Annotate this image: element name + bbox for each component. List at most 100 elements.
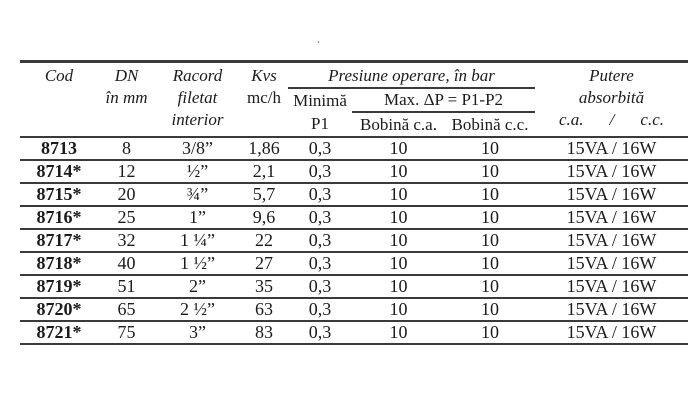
- table-row: 8717* 32 1 ¼” 22 0,3 10 10 15VA / 16W: [20, 228, 689, 252]
- header-max-dp-group: Max. ΔP = P1-P2: [352, 88, 536, 113]
- cell-racord: 1”: [155, 205, 240, 229]
- cell-bobina_ca: 10: [352, 228, 445, 252]
- table-row: 8719* 51 2” 35 0,3 10 10 15VA / 16W: [20, 274, 689, 298]
- cell-putere: 15VA / 16W: [535, 228, 689, 252]
- cell-kvs: 5,7: [240, 182, 288, 206]
- header-kvs: Kvs mc/h: [240, 62, 288, 138]
- cell-p1: 0,3: [288, 297, 352, 321]
- cell-p1: 0,3: [288, 251, 352, 275]
- table-row: 8720* 65 2 ½” 63 0,3 10 10 15VA / 16W: [20, 297, 689, 321]
- cell-dn: 20: [98, 182, 155, 206]
- table-row: 8714* 12 ½” 2,1 0,3 10 10 15VA / 16W: [20, 159, 689, 183]
- cell-dn: 65: [98, 297, 155, 321]
- cell-kvs: 9,6: [240, 205, 288, 229]
- header-minima: Minimă: [293, 90, 347, 110]
- header-putere-line1: Putere: [589, 66, 634, 85]
- cell-dn: 25: [98, 205, 155, 229]
- cell-bobina_ca: 10: [352, 182, 445, 206]
- cell-kvs: 35: [240, 274, 288, 298]
- header-kvs-name: Kvs: [251, 66, 277, 85]
- header-racord-line2: filetat: [177, 88, 218, 107]
- cell-p1: 0,3: [288, 182, 352, 206]
- cell-putere: 15VA / 16W: [535, 205, 689, 229]
- cell-cod: 8715*: [20, 182, 98, 206]
- cell-p1: 0,3: [288, 320, 352, 344]
- cell-dn: 32: [98, 228, 155, 252]
- cell-bobina_cc: 10: [445, 297, 536, 321]
- cell-dn: 75: [98, 320, 155, 344]
- cell-bobina_ca: 10: [352, 251, 445, 275]
- cell-kvs: 27: [240, 251, 288, 275]
- header-bobina-ca: Bobină c.a.: [360, 114, 437, 134]
- cell-bobina_ca: 10: [352, 274, 445, 298]
- header-racord-line3: interior: [171, 110, 224, 129]
- cell-bobina_ca: 10: [352, 136, 445, 160]
- cell-dn: 40: [98, 251, 155, 275]
- header-row-3: P1 Bobină c.a. Bobină c.c.: [20, 112, 688, 137]
- cell-cod: 8717*: [20, 228, 98, 252]
- header-presiune-group: Presiune operare, în bar: [288, 61, 536, 89]
- cell-putere: 15VA / 16W: [535, 297, 689, 321]
- cell-putere: 15VA / 16W: [535, 320, 689, 344]
- header-putere-slash: /: [609, 110, 615, 129]
- cell-bobina_cc: 10: [445, 251, 536, 275]
- valve-spec-table: Cod DN în mm Racord filetat interior Kvs…: [20, 60, 689, 345]
- header-racord: Racord filetat interior: [155, 62, 240, 138]
- header-dn-line2: în mm: [105, 88, 148, 107]
- cell-p1: 0,3: [288, 159, 352, 183]
- cell-p1: 0,3: [288, 228, 352, 252]
- cell-bobina_ca: 10: [352, 159, 445, 183]
- cell-putere: 15VA / 16W: [535, 251, 689, 275]
- cell-racord: ½”: [155, 159, 240, 183]
- header-kvs-unit: mc/h: [247, 88, 281, 107]
- cell-dn: 51: [98, 274, 155, 298]
- cell-cod: 8721*: [20, 320, 98, 344]
- cell-putere: 15VA / 16W: [535, 182, 689, 206]
- cell-bobina_cc: 10: [445, 274, 536, 298]
- table-row: 8716* 25 1” 9,6 0,3 10 10 15VA / 16W: [20, 205, 689, 229]
- header-row-2: Minimă Max. ΔP = P1-P2: [20, 88, 688, 113]
- cell-bobina_ca: 10: [352, 297, 445, 321]
- cell-racord: 3/8”: [155, 136, 240, 160]
- cell-putere: 15VA / 16W: [535, 274, 689, 298]
- cell-bobina_cc: 10: [445, 182, 536, 206]
- cell-kvs: 83: [240, 320, 288, 344]
- cell-p1: 0,3: [288, 274, 352, 298]
- cell-cod: 8713: [20, 136, 98, 160]
- cell-p1: 0,3: [288, 136, 352, 160]
- table-row: 8715* 20 ¾” 5,7 0,3 10 10 15VA / 16W: [20, 182, 689, 206]
- header-p1: P1: [311, 114, 329, 133]
- cell-bobina_ca: 10: [352, 205, 445, 229]
- header-row-1: Cod DN în mm Racord filetat interior Kvs…: [20, 61, 688, 129]
- cell-dn: 8: [98, 136, 155, 160]
- cell-racord: ¾”: [155, 182, 240, 206]
- cell-cod: 8718*: [20, 251, 98, 275]
- cell-cod: 8719*: [20, 274, 98, 298]
- table-row: 8721* 75 3” 83 0,3 10 10 15VA / 16W: [20, 320, 689, 344]
- header-putere-ca: c.a.: [559, 110, 584, 129]
- stray-mark: ·: [316, 35, 321, 51]
- header-racord-line1: Racord: [172, 66, 223, 85]
- cell-p1: 0,3: [288, 205, 352, 229]
- cell-kvs: 63: [240, 297, 288, 321]
- cell-bobina_ca: 10: [352, 320, 445, 344]
- header-cod: Cod: [44, 66, 74, 85]
- header-putere-line2: absorbită: [578, 88, 645, 107]
- table-row: 8713 8 3/8” 1,86 0,3 10 10 15VA / 16W: [20, 136, 689, 160]
- table-body: 8713 8 3/8” 1,86 0,3 10 10 15VA / 16W 8714* 12 ½” 2…: [20, 136, 689, 344]
- cell-bobina_cc: 10: [445, 320, 536, 344]
- cell-racord: 1 ¼”: [155, 228, 240, 252]
- cell-bobina_cc: 10: [445, 205, 536, 229]
- cell-cod: 8716*: [20, 205, 98, 229]
- cell-dn: 12: [98, 159, 155, 183]
- table-header: Cod DN în mm Racord filetat interior Kvs…: [20, 61, 688, 138]
- header-putere-cc: c.c.: [640, 110, 665, 129]
- cell-racord: 1 ½”: [155, 251, 240, 275]
- header-dn: DN în mm: [98, 62, 155, 138]
- cell-kvs: 1,86: [240, 136, 288, 160]
- cell-racord: 3”: [155, 320, 240, 344]
- cell-bobina_cc: 10: [445, 136, 536, 160]
- cell-kvs: 22: [240, 228, 288, 252]
- cell-racord: 2”: [155, 274, 240, 298]
